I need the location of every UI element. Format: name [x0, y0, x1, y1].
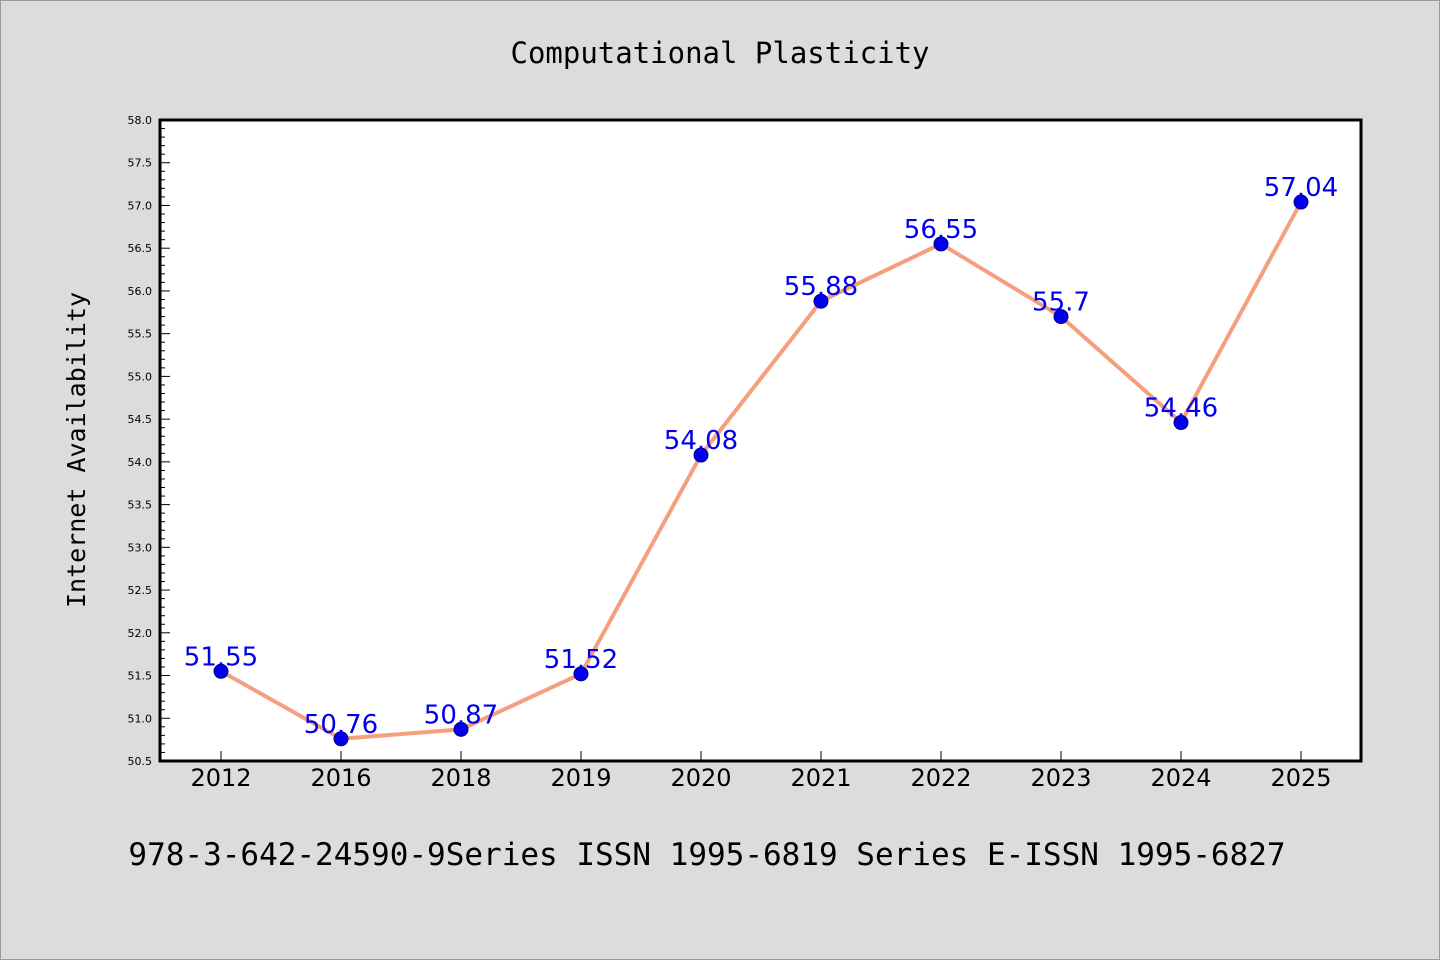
y-tick-label: 58.0 — [128, 114, 153, 127]
x-tick-label: 2016 — [310, 764, 371, 792]
data-point — [1173, 415, 1189, 431]
data-label-layer: 51.55 50.76 50.87 51.52 54.08 55.88 56.55 55.7 5… — [184, 173, 1338, 740]
data-point — [453, 721, 469, 737]
plot-area — [158, 118, 1363, 763]
data-label: 56.55 — [904, 215, 978, 245]
y-tick-label: 52.5 — [128, 584, 153, 597]
y-tick-label: 52.0 — [128, 627, 153, 640]
data-point — [573, 666, 589, 682]
data-point — [213, 663, 229, 679]
data-label: 55.7 — [1032, 288, 1090, 318]
y-tick-label: 55.0 — [128, 370, 153, 383]
footer-text: 978-3-642-24590-9Series ISSN 1995-6819 S… — [128, 837, 1285, 873]
y-tick-label: 50.5 — [128, 755, 153, 768]
data-label: 51.55 — [184, 642, 258, 672]
x-tick-label: 2021 — [790, 764, 851, 792]
data-label: 51.52 — [544, 645, 618, 675]
y-tick-label: 53.0 — [128, 541, 153, 554]
data-point — [933, 236, 949, 252]
x-tick-label: 2023 — [1030, 764, 1091, 792]
x-tick-label: 2020 — [670, 764, 731, 792]
y-axis-label: Internet Availability — [62, 292, 91, 608]
y-tick-label: 56.0 — [128, 285, 153, 298]
y-tick-label: 56.5 — [128, 242, 153, 255]
x-tick-label: 2019 — [550, 764, 611, 792]
x-tick-label: 2018 — [430, 764, 491, 792]
data-label: 54.46 — [1144, 394, 1218, 424]
y-tick-label: 53.5 — [128, 499, 153, 512]
y-tick-label: 57.0 — [128, 199, 153, 212]
marker-layer — [213, 194, 1309, 747]
data-label: 50.87 — [424, 700, 498, 730]
data-point — [1293, 194, 1309, 210]
y-tick-label: 57.5 — [128, 157, 153, 170]
data-label: 57.04 — [1264, 173, 1338, 203]
chart-title: Computational Plasticity — [510, 36, 929, 70]
x-tick-label: 2012 — [190, 764, 251, 792]
y-tick-label: 51.0 — [128, 712, 153, 725]
data-point — [693, 447, 709, 463]
data-point — [1053, 309, 1069, 325]
y-axis: 50.5 51.0 51.5 52.0 52.5 53.0 53.5 54.0 54.5 55.0… — [128, 114, 170, 768]
y-tick-label: 54.0 — [128, 456, 153, 469]
data-label: 54.08 — [664, 426, 738, 456]
data-label: 50.76 — [304, 710, 378, 740]
y-tick-label: 51.5 — [128, 670, 153, 683]
x-tick-label: 2024 — [1150, 764, 1211, 792]
data-label: 55.88 — [784, 272, 858, 302]
data-point — [813, 293, 829, 309]
x-axis: 2012 2016 2018 2019 2020 2021 2022 2023 2024 2025 — [190, 751, 1332, 792]
y-tick-label: 55.5 — [128, 328, 153, 341]
data-point — [333, 731, 349, 747]
x-tick-label: 2025 — [1270, 764, 1331, 792]
series-line-layer — [219, 200, 1303, 741]
x-tick-label: 2022 — [910, 764, 971, 792]
y-tick-label: 54.5 — [128, 413, 153, 426]
series-line — [219, 200, 1303, 741]
